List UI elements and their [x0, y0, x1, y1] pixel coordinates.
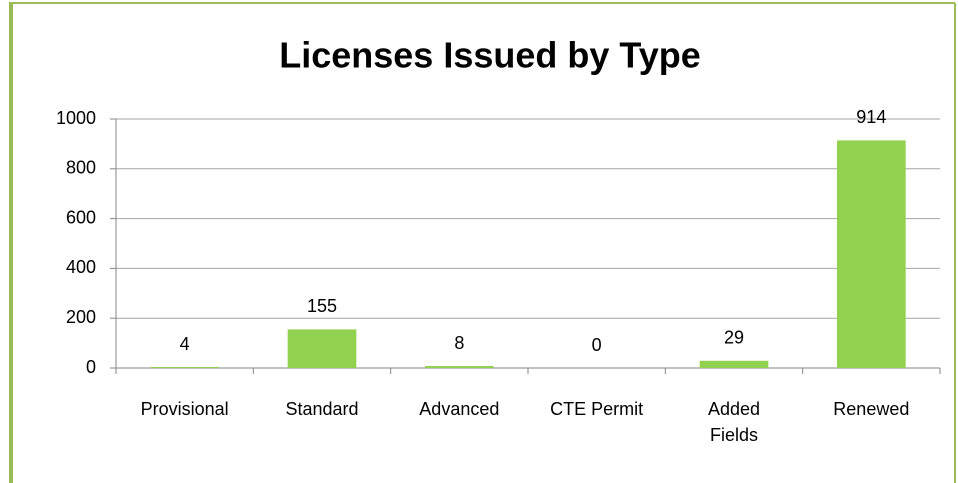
chart-title: Licenses Issued by Type — [279, 35, 701, 76]
y-tick-label: 400 — [66, 257, 96, 277]
data-label: 8 — [454, 333, 464, 353]
x-tick-label: Provisional — [140, 399, 229, 419]
x-tick-label: Standard — [285, 399, 359, 419]
data-label: 4 — [180, 334, 190, 354]
data-label: 29 — [724, 328, 744, 348]
bar — [287, 329, 357, 368]
y-tick-label: 800 — [66, 158, 96, 178]
y-tick-label: 1000 — [56, 108, 96, 128]
y-tick-label: 0 — [86, 357, 96, 377]
x-tick-label: Advanced — [419, 399, 500, 419]
x-tick-label: Renewed — [833, 399, 910, 419]
border-left — [9, 3, 13, 483]
data-label: 914 — [856, 107, 886, 127]
bar — [837, 140, 906, 368]
x-tick-label: CTE Permit — [550, 399, 644, 419]
data-label: 0 — [592, 335, 602, 355]
data-label: 155 — [307, 296, 337, 316]
bar — [150, 367, 219, 368]
bar — [699, 360, 769, 368]
x-tick-label: Added Fields — [707, 399, 761, 445]
y-tick-label: 600 — [66, 207, 96, 227]
bar — [425, 366, 494, 368]
y-tick-label: 200 — [66, 307, 96, 327]
